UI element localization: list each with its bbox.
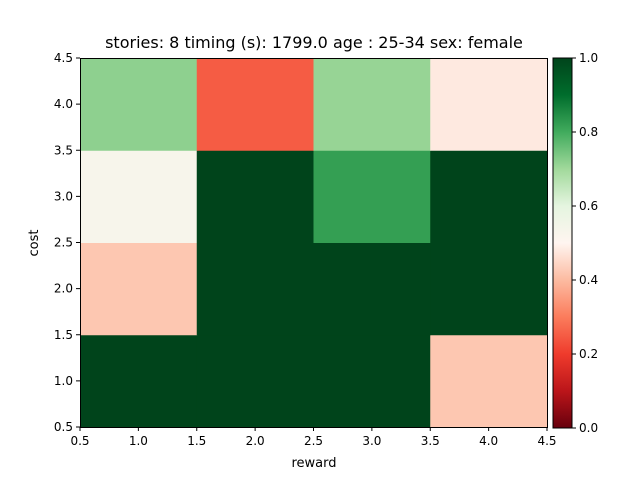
- y-tick-label: 0.5: [54, 420, 73, 434]
- colorbar-tick-label: 0.2: [579, 347, 598, 361]
- heatmap-cell: [313, 242, 431, 336]
- colorbar-tick-label: 0.6: [579, 199, 598, 213]
- colorbar-tick-label: 0.4: [579, 273, 598, 287]
- x-tick-label: 4.0: [479, 434, 498, 448]
- heatmap-cell: [430, 150, 548, 243]
- x-tick-label: 1.5: [187, 434, 206, 448]
- heatmap-cell: [80, 242, 198, 336]
- heatmap-cell: [196, 242, 314, 336]
- heatmap-cell: [196, 58, 314, 151]
- heatmap-cell: [196, 334, 314, 428]
- heatmap-cell: [313, 58, 431, 151]
- y-tick-label: 3.0: [54, 189, 73, 203]
- x-axis-ticks: 0.5 1.0 1.5 2.0 2.5 3.0 3.5 4.0 4.5: [70, 427, 557, 448]
- y-tick-label: 3.5: [54, 143, 73, 157]
- colorbar-tick-label: 0.8: [579, 125, 598, 139]
- heatmap-cell: [430, 334, 548, 428]
- x-tick-label: 1.0: [129, 434, 148, 448]
- colorbar-tick-label: 0.0: [579, 421, 598, 435]
- y-tick-label: 4.5: [54, 51, 73, 65]
- colorbar-ticks: 0.0 0.2 0.4 0.6 0.8 1.0: [572, 51, 598, 435]
- x-axis-label: reward: [291, 456, 336, 471]
- heatmap-cell: [313, 334, 431, 428]
- x-tick-label: 3.5: [421, 434, 440, 448]
- x-tick-label: 3.0: [362, 434, 381, 448]
- heatmap-cell: [430, 242, 548, 336]
- x-tick-label: 2.0: [246, 434, 265, 448]
- colorbar-tick-label: 1.0: [579, 51, 598, 65]
- x-tick-label: 4.5: [537, 434, 556, 448]
- chart-title: stories: 8 timing (s): 1799.0 age : 25-3…: [105, 33, 523, 52]
- heatmap-cell: [313, 150, 431, 243]
- y-tick-label: 1.0: [54, 374, 73, 388]
- y-axis-ticks: 0.5 1.0 1.5 2.0 2.5 3.0 3.5 4.0 4.5: [54, 51, 80, 434]
- y-tick-label: 1.5: [54, 328, 73, 342]
- y-axis-label: cost: [27, 230, 42, 257]
- y-tick-label: 2.5: [54, 236, 73, 250]
- heatmap-cell: [80, 334, 198, 428]
- x-tick-label: 0.5: [70, 434, 89, 448]
- colorbar: [552, 57, 573, 429]
- heatmap-cell: [430, 58, 548, 151]
- heatmap-cell: [80, 58, 198, 151]
- x-tick-label: 2.5: [304, 434, 323, 448]
- y-tick-label: 4.0: [54, 97, 73, 111]
- heatmap-cell: [196, 150, 314, 243]
- heatmap-cells: [80, 58, 548, 428]
- y-tick-label: 2.0: [54, 282, 73, 296]
- heatmap-cell: [80, 150, 198, 243]
